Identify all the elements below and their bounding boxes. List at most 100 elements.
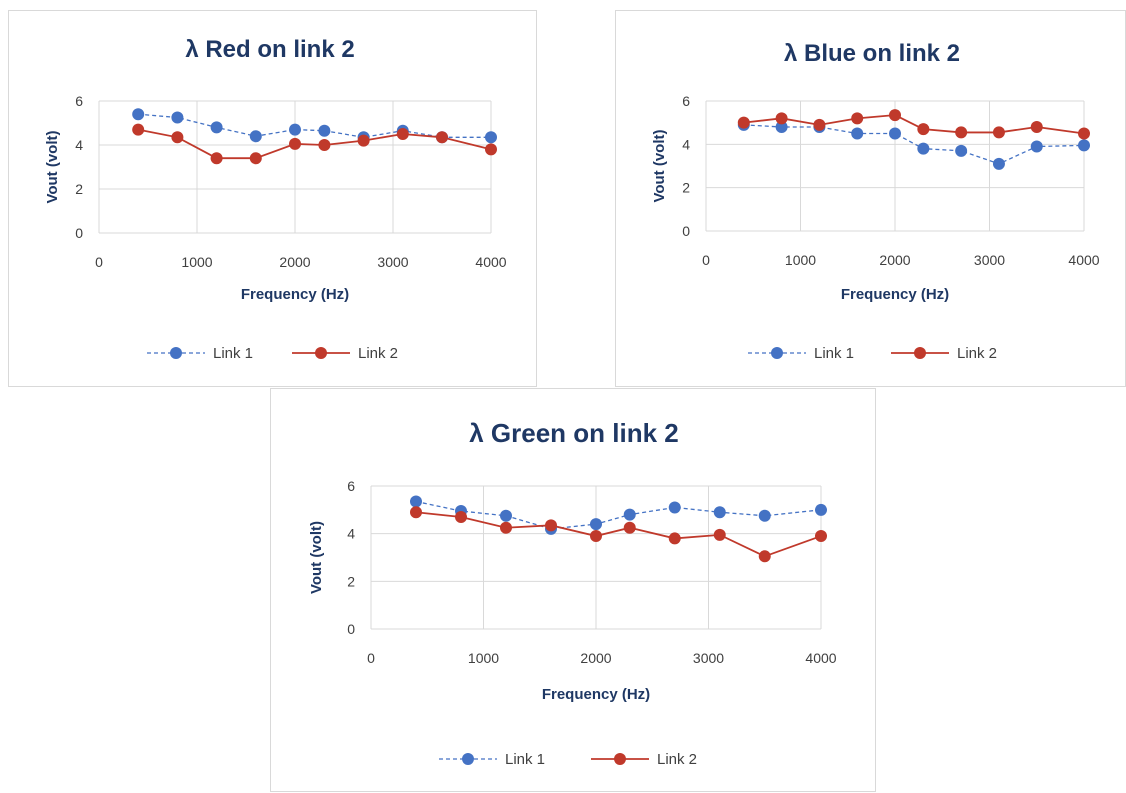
series-line-1 <box>743 124 1085 165</box>
y-tick-label: 6 <box>682 93 690 109</box>
legend-label-2: Link 2 <box>358 345 398 362</box>
data-point-series-1 <box>775 121 788 133</box>
x-tick-label: 0 <box>95 254 103 270</box>
x-tick-label: 2000 <box>879 252 910 268</box>
series-line-1 <box>415 500 822 530</box>
x-tick-label: 4000 <box>1068 252 1099 268</box>
data-point-series-2 <box>668 532 681 545</box>
x-axis-title: Frequency (Hz) <box>542 686 650 703</box>
data-point-series-2 <box>955 126 968 139</box>
data-point-series-2 <box>775 112 788 125</box>
data-point-series-2 <box>1078 127 1090 140</box>
legend-marker-1 <box>462 753 474 765</box>
x-axis-title: Frequency (Hz) <box>841 286 949 303</box>
x-tick-label: 3000 <box>693 650 724 666</box>
data-point-series-2 <box>249 152 262 165</box>
x-tick-label: 4000 <box>475 254 506 270</box>
x-tick-label: 3000 <box>377 254 408 270</box>
data-point-series-2 <box>171 131 184 144</box>
data-point-series-2 <box>455 510 467 523</box>
data-point-series-1 <box>815 503 827 516</box>
x-tick-label: 0 <box>702 252 710 268</box>
chart-title: λ Blue on link 2 <box>784 40 960 67</box>
y-tick-label: 4 <box>347 526 355 542</box>
data-point-series-1 <box>132 108 145 121</box>
y-axis-title: Vout (volt) <box>651 129 668 202</box>
legend-marker-2 <box>914 347 926 359</box>
data-point-series-1 <box>1078 139 1090 152</box>
data-point-series-1 <box>889 127 901 140</box>
y-tick-label: 4 <box>682 136 690 152</box>
legend-marker-2 <box>614 753 626 765</box>
data-point-series-1 <box>623 508 636 521</box>
data-point-series-1 <box>249 130 262 143</box>
legend-label-1: Link 1 <box>213 345 253 362</box>
data-point-series-2 <box>889 109 901 122</box>
data-point-series-1 <box>210 121 223 134</box>
legend-label-1: Link 1 <box>814 345 854 362</box>
data-point-series-2 <box>737 116 750 129</box>
series-line-2 <box>743 114 1085 135</box>
chart-svg-red: λ Red on link 2 0 2 4 6 0 1000 2000 3000 4000 Freq… <box>44 36 507 362</box>
y-tick-label: 0 <box>682 223 690 239</box>
y-tick-label: 2 <box>682 180 690 196</box>
legend-label-2: Link 2 <box>957 345 997 362</box>
data-point-series-2 <box>917 123 930 136</box>
chart-title: λ Green on link 2 <box>469 418 679 448</box>
legend-label-2: Link 2 <box>657 751 697 768</box>
y-tick-label: 0 <box>347 621 355 637</box>
series-line-2 <box>415 511 822 558</box>
data-point-series-1 <box>485 131 497 144</box>
data-point-series-2 <box>357 134 370 147</box>
data-point-series-1 <box>668 501 681 514</box>
data-point-series-2 <box>545 519 557 532</box>
series-line-2 <box>138 128 492 160</box>
data-point-series-1 <box>713 506 726 519</box>
data-point-series-2 <box>318 139 331 151</box>
x-tick-label: 1000 <box>785 252 816 268</box>
data-point-series-1 <box>590 518 602 531</box>
data-point-series-2 <box>410 506 422 519</box>
x-tick-label: 2000 <box>580 650 611 666</box>
legend-marker-1 <box>771 347 783 359</box>
x-tick-label: 0 <box>367 650 375 666</box>
data-point-series-1 <box>851 127 864 140</box>
x-tick-label: 4000 <box>805 650 836 666</box>
chart-panel-blue: λ Blue on link 2 0 2 4 6 0 1000 2000 3000 4000 Fre… <box>615 10 1126 387</box>
legend-marker-1 <box>170 347 182 359</box>
data-point-series-2 <box>1030 121 1043 133</box>
data-point-series-1 <box>500 509 512 522</box>
data-point-series-1 <box>318 124 331 137</box>
data-point-series-2 <box>851 112 864 125</box>
legend-marker-2 <box>315 347 327 359</box>
data-point-series-2 <box>813 118 826 131</box>
data-point-series-1 <box>1030 140 1043 153</box>
chart-svg-blue: λ Blue on link 2 0 2 4 6 0 1000 2000 3000 4000 Fre… <box>651 40 1100 362</box>
data-point-series-1 <box>289 123 301 136</box>
x-tick-label: 1000 <box>468 650 499 666</box>
x-tick-label: 3000 <box>974 252 1005 268</box>
y-tick-label: 6 <box>75 93 83 109</box>
data-point-series-2 <box>500 521 512 534</box>
data-point-series-2 <box>210 152 223 165</box>
data-point-series-1 <box>955 144 968 157</box>
data-point-series-2 <box>132 123 145 136</box>
data-point-series-2 <box>623 521 636 534</box>
x-tick-label: 1000 <box>181 254 212 270</box>
y-tick-label: 2 <box>347 573 355 589</box>
series-line-1 <box>138 113 491 138</box>
data-point-series-1 <box>917 142 930 155</box>
y-tick-label: 0 <box>75 225 83 241</box>
y-tick-label: 2 <box>75 181 83 197</box>
data-point-series-2 <box>992 126 1005 139</box>
data-point-series-2 <box>590 530 602 543</box>
y-tick-label: 4 <box>75 137 83 153</box>
chart-panel-red: λ Red on link 2 0 2 4 6 0 1000 2000 3000 4000 Freq… <box>8 10 537 387</box>
legend-label-1: Link 1 <box>505 751 545 768</box>
data-point-series-2 <box>815 530 827 543</box>
data-point-series-2 <box>758 550 771 563</box>
chart-svg-green: λ Green on link 2 0 2 4 6 0 1000 2000 3000 4000 Fr… <box>308 418 837 768</box>
data-point-series-2 <box>713 528 726 541</box>
data-point-series-2 <box>289 137 301 150</box>
data-point-series-1 <box>992 157 1005 170</box>
